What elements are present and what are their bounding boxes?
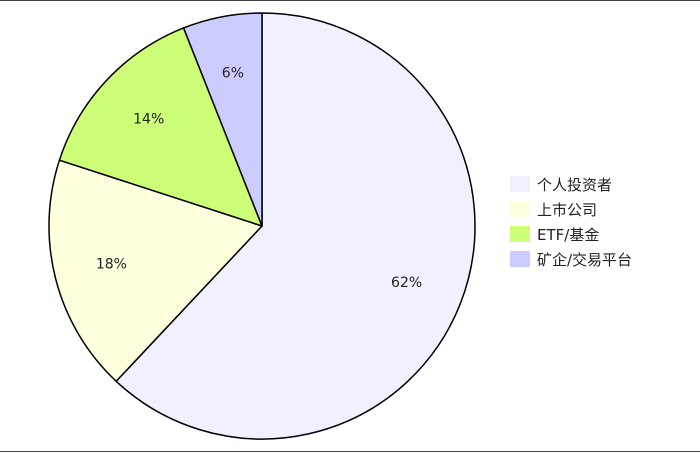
pie-slice-labels: 62% 18% 14% 6%	[96, 65, 422, 291]
legend-label-2: ETF/基金	[537, 226, 599, 244]
pie-slice-3	[182, 12, 263, 227]
legend-label-1: 上市公司	[537, 201, 597, 219]
pie-slices	[48, 12, 476, 440]
legend-swatch-3	[510, 251, 530, 267]
legend-label-3: 矿企/交易平台	[537, 251, 632, 269]
pie-slice-label-3: 6%	[222, 65, 244, 81]
pie-slice-label-1: 18%	[96, 257, 127, 273]
legend-swatch-0	[510, 176, 530, 192]
pie-slice-label-2: 14%	[133, 112, 164, 128]
legend-swatch-1	[510, 201, 530, 217]
pie-slice-1	[48, 159, 263, 383]
legend-swatch-2	[510, 226, 530, 242]
legend-label-0: 个人投资者	[537, 176, 612, 194]
pie-slice-2	[58, 27, 263, 227]
pie-slice-label-0: 62%	[391, 275, 422, 291]
pie-slice-0	[115, 12, 476, 440]
